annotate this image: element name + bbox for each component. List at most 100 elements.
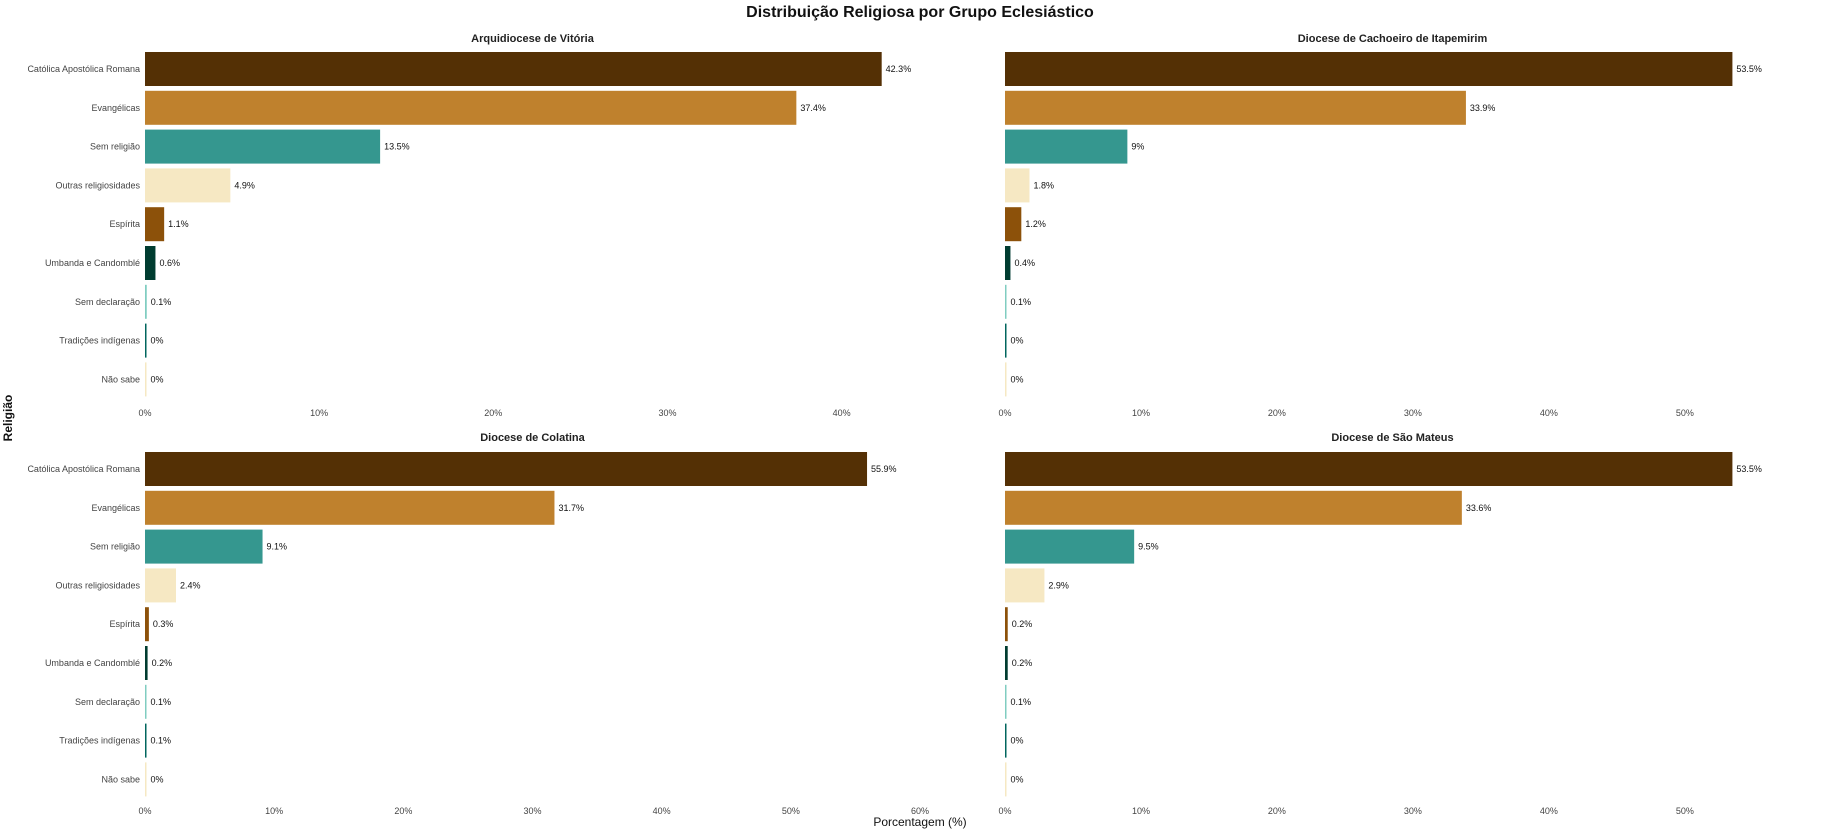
bar bbox=[1005, 684, 1007, 719]
x-tick-label: 0% bbox=[998, 408, 1011, 418]
category-label: Sem declaração bbox=[75, 697, 140, 707]
x-tick-label: 40% bbox=[653, 806, 671, 816]
bar bbox=[145, 52, 882, 86]
data-label: 0% bbox=[151, 336, 164, 346]
bar bbox=[145, 568, 176, 603]
bar bbox=[145, 323, 147, 358]
bar bbox=[1005, 646, 1008, 680]
data-label: 0% bbox=[1011, 374, 1024, 384]
category-label: Tradições indígenas bbox=[59, 736, 140, 746]
x-tick-label: 10% bbox=[310, 408, 328, 418]
data-label: 0.1% bbox=[151, 697, 172, 707]
data-label: 0% bbox=[1011, 336, 1024, 346]
data-label: 2.9% bbox=[1048, 580, 1069, 590]
data-label: 0.1% bbox=[151, 736, 172, 746]
x-tick-label: 50% bbox=[1676, 806, 1694, 816]
data-label: 9% bbox=[1131, 142, 1144, 152]
bar bbox=[1005, 246, 1011, 280]
bar bbox=[145, 762, 147, 797]
bar bbox=[1005, 362, 1007, 397]
category-label: Evangélicas bbox=[91, 103, 140, 113]
bar bbox=[1005, 90, 1466, 125]
x-tick-label: 30% bbox=[523, 806, 541, 816]
bar bbox=[1005, 207, 1022, 242]
data-label: 0% bbox=[151, 774, 164, 784]
category-label: Católica Apostólica Romana bbox=[27, 64, 140, 74]
data-label: 55.9% bbox=[871, 464, 897, 474]
x-tick-label: 40% bbox=[1540, 408, 1558, 418]
panel-title: Diocese de Cachoeiro de Itapemirim bbox=[1298, 33, 1488, 45]
category-label: Umbanda e Candomblé bbox=[45, 658, 140, 668]
category-label: Outras religiosidades bbox=[55, 580, 140, 590]
data-label: 0.4% bbox=[1014, 258, 1035, 268]
bar bbox=[145, 246, 156, 280]
bar bbox=[1005, 284, 1007, 319]
bar bbox=[1005, 723, 1007, 758]
data-label: 0% bbox=[151, 374, 164, 384]
bar bbox=[145, 284, 147, 319]
bar bbox=[145, 646, 148, 680]
category-label: Outras religiosidades bbox=[55, 180, 140, 190]
x-tick-label: 10% bbox=[1132, 806, 1150, 816]
data-label: 0.2% bbox=[1012, 619, 1033, 629]
x-tick-label: 30% bbox=[1404, 806, 1422, 816]
category-label: Tradições indígenas bbox=[59, 336, 140, 346]
x-tick-label: 40% bbox=[1540, 806, 1558, 816]
category-label: Umbanda e Candomblé bbox=[45, 258, 140, 268]
data-label: 0.1% bbox=[1011, 697, 1032, 707]
bar bbox=[1005, 607, 1008, 642]
panel-title: Diocese de São Mateus bbox=[1331, 432, 1453, 444]
panel-title: Arquidiocese de Vitória bbox=[471, 33, 595, 45]
data-label: 0.2% bbox=[152, 658, 173, 668]
data-label: 0.1% bbox=[1011, 297, 1032, 307]
category-label: Católica Apostólica Romana bbox=[27, 464, 140, 474]
category-label: Sem religião bbox=[90, 142, 140, 152]
category-label: Evangélicas bbox=[91, 503, 140, 513]
bar bbox=[145, 529, 263, 564]
data-label: 0% bbox=[1011, 774, 1024, 784]
data-label: 0.1% bbox=[151, 297, 172, 307]
data-label: 4.9% bbox=[234, 180, 255, 190]
data-label: 42.3% bbox=[886, 64, 912, 74]
data-label: 1.2% bbox=[1025, 219, 1046, 229]
x-tick-label: 50% bbox=[1676, 408, 1694, 418]
bar bbox=[145, 607, 149, 642]
data-label: 9.5% bbox=[1138, 542, 1159, 552]
data-label: 33.9% bbox=[1470, 103, 1496, 113]
data-label: 37.4% bbox=[800, 103, 826, 113]
data-label: 53.5% bbox=[1736, 64, 1762, 74]
x-tick-label: 40% bbox=[833, 408, 851, 418]
panel-title: Diocese de Colatina bbox=[480, 432, 585, 444]
x-tick-label: 0% bbox=[138, 806, 151, 816]
category-label: Não sabe bbox=[101, 774, 140, 784]
x-tick-label: 50% bbox=[782, 806, 800, 816]
x-tick-label: 60% bbox=[911, 806, 929, 816]
x-tick-label: 20% bbox=[1268, 806, 1286, 816]
data-label: 33.6% bbox=[1466, 503, 1492, 513]
data-label: 53.5% bbox=[1736, 464, 1762, 474]
data-label: 1.8% bbox=[1033, 180, 1054, 190]
bar bbox=[145, 684, 147, 719]
data-label: 2.4% bbox=[180, 580, 201, 590]
data-label: 0.2% bbox=[1012, 658, 1033, 668]
bar bbox=[145, 723, 147, 758]
bar bbox=[1005, 323, 1007, 358]
x-tick-label: 0% bbox=[138, 408, 151, 418]
data-label: 31.7% bbox=[558, 503, 584, 513]
data-label: 13.5% bbox=[384, 142, 410, 152]
category-label: Espírita bbox=[109, 219, 140, 229]
x-tick-label: 0% bbox=[998, 806, 1011, 816]
x-tick-label: 10% bbox=[1132, 408, 1150, 418]
bar bbox=[1005, 762, 1007, 797]
category-label: Espírita bbox=[109, 619, 140, 629]
bar bbox=[1005, 52, 1733, 86]
data-label: 0.3% bbox=[153, 619, 174, 629]
bar bbox=[1005, 529, 1135, 564]
bar bbox=[145, 90, 797, 125]
chart-title: Distribuição Religiosa por Grupo Eclesiá… bbox=[746, 4, 1094, 21]
x-axis-label: Porcentagem (%) bbox=[873, 815, 967, 829]
category-label: Sem declaração bbox=[75, 297, 140, 307]
bar bbox=[145, 207, 165, 242]
bar bbox=[1005, 568, 1045, 603]
